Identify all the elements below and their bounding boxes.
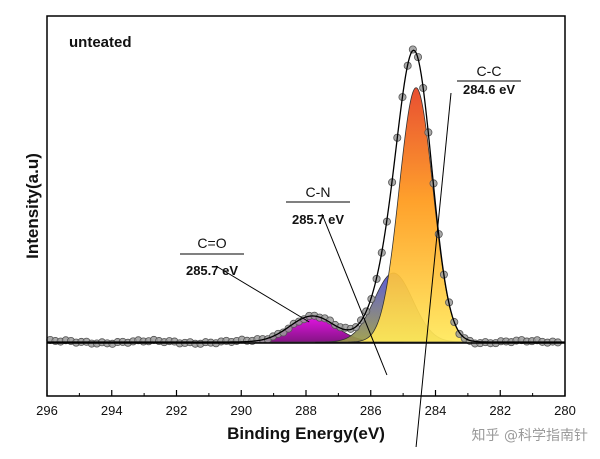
annotation-label: C-N — [306, 184, 331, 200]
annotation-value: 284.6 eV — [463, 82, 515, 97]
x-tick-label: 294 — [101, 403, 123, 418]
x-tick-label: 284 — [425, 403, 447, 418]
annotation-value: 285.7 eV — [186, 263, 238, 278]
watermark: 知乎 @科学指南针 — [471, 428, 588, 444]
x-axis-title: Binding Energy(eV) — [227, 424, 385, 443]
y-axis-title: Intensity(a.u) — [23, 153, 42, 259]
annotation-label: C-C — [477, 63, 502, 79]
x-tick-label: 288 — [295, 403, 317, 418]
panel-label: unteated — [69, 34, 132, 51]
annotation-leader — [321, 213, 388, 376]
annotation-label: C=O — [197, 235, 226, 251]
annotation-leader — [215, 265, 310, 323]
x-tick-label: 290 — [230, 403, 252, 418]
x-tick-label: 292 — [166, 403, 188, 418]
annotation-leader — [415, 92, 452, 448]
x-tick-label: 280 — [554, 403, 576, 418]
x-tick-label: 282 — [489, 403, 511, 418]
annotation-value: 285.7 eV — [292, 212, 344, 227]
envelope-line — [47, 49, 565, 343]
x-tick-label: 296 — [36, 403, 58, 418]
data-point — [284, 324, 293, 333]
x-tick-label: 286 — [360, 403, 382, 418]
